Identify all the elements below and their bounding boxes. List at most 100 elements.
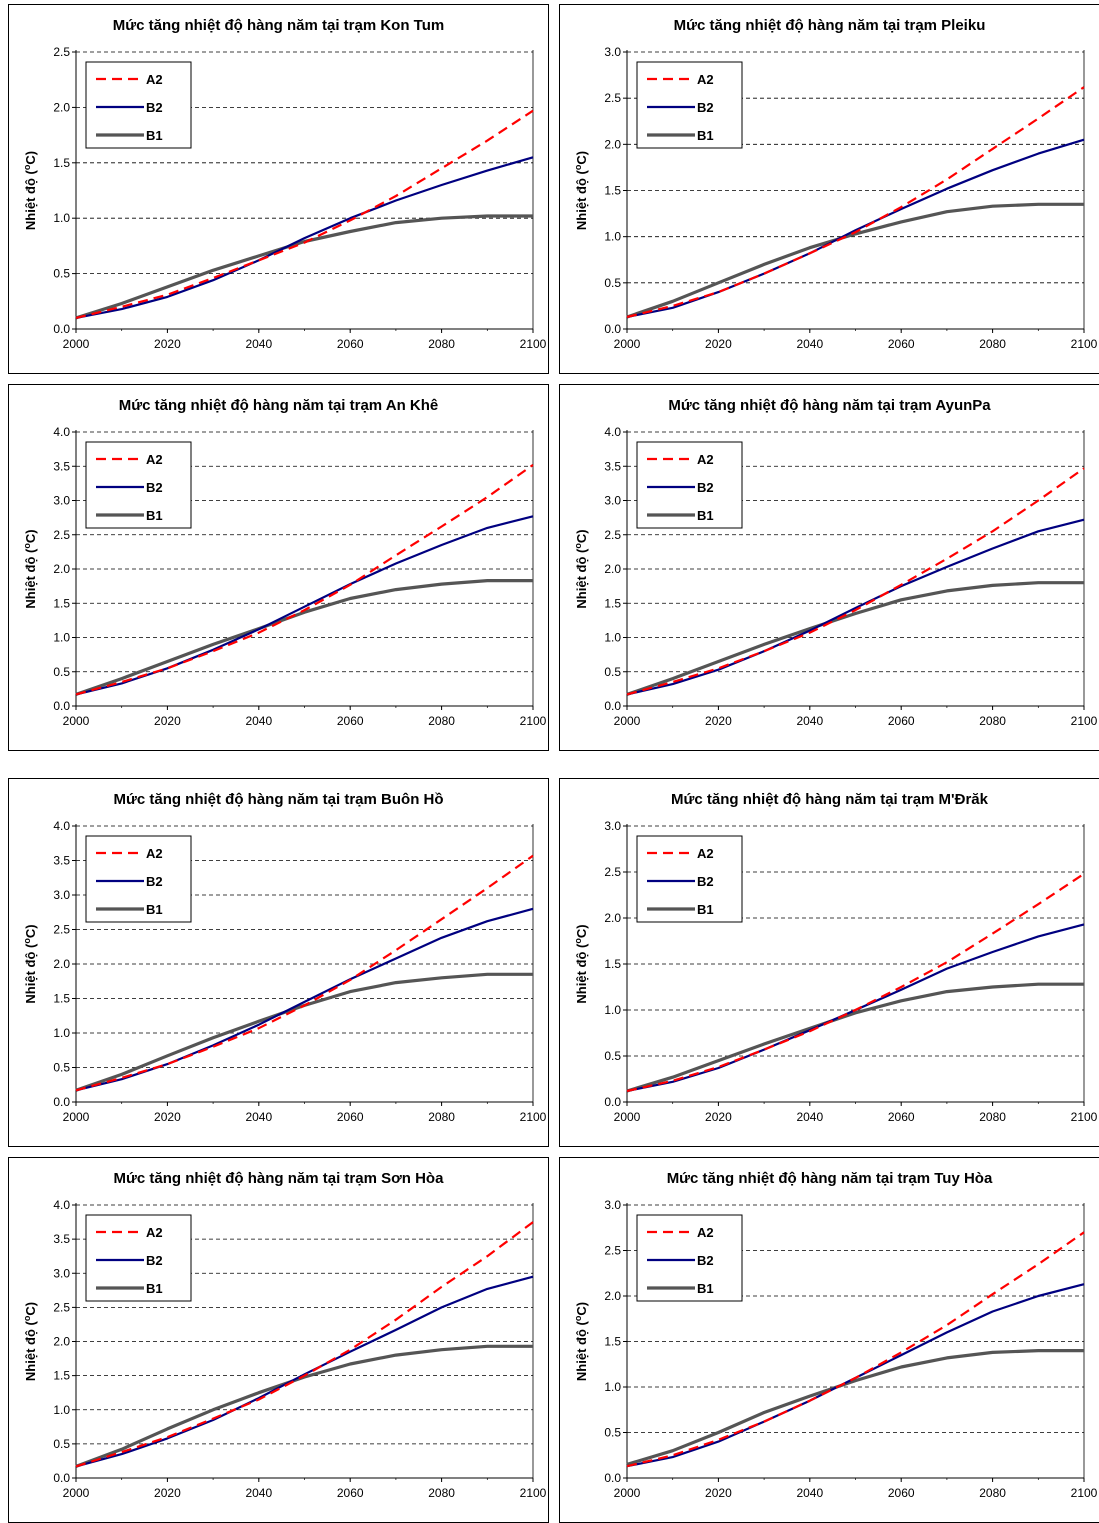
x-tick-label: 2020 <box>705 337 732 351</box>
series-line-a2 <box>626 1231 1085 1468</box>
y-axis-label: Nhiệt độ (oC) <box>573 924 589 1003</box>
legend-label: A2 <box>697 1225 714 1240</box>
y-tick-label: 3.0 <box>604 1198 621 1212</box>
y-axis-label: Nhiệt độ (oC) <box>573 529 589 608</box>
y-tick-label: 3.0 <box>604 819 621 833</box>
chart-svg: Mức tăng nhiệt độ hàng năm tại trạm Sơn … <box>22 1170 547 1500</box>
y-axis-label: Nhiệt độ (oC) <box>22 924 38 1003</box>
y-tick-label: 4.0 <box>53 425 70 439</box>
y-axis-label: Nhiệt độ (oC) <box>573 1302 589 1381</box>
y-tick-label: 1.5 <box>604 184 621 198</box>
series-line-b1 <box>626 1349 1084 1466</box>
x-tick-label: 2000 <box>63 1486 90 1500</box>
series-line-a2 <box>75 464 534 696</box>
x-tick-label: 2100 <box>520 714 547 728</box>
y-tick-label: 3.0 <box>604 45 621 59</box>
chart-title: Mức tăng nhiệt độ hàng năm tại trạm An K… <box>119 397 439 414</box>
series-line-b1 <box>626 982 1084 1093</box>
series-line-b1 <box>75 972 533 1092</box>
y-tick-label: 0.0 <box>604 322 621 336</box>
legend-label: B2 <box>697 874 714 889</box>
x-tick-label: 2000 <box>614 714 641 728</box>
x-tick-label: 2100 <box>1071 714 1098 728</box>
x-tick-label: 2020 <box>154 714 181 728</box>
chart-svg: Mức tăng nhiệt độ hàng năm tại trạm Buôn… <box>22 791 547 1124</box>
y-tick-label: 2.0 <box>53 100 70 114</box>
series-line-b1 <box>75 579 533 696</box>
legend-label: B1 <box>146 1281 163 1296</box>
y-tick-label: 2.0 <box>604 137 621 151</box>
series-line-a2 <box>75 1221 534 1468</box>
x-tick-label: 2060 <box>888 1486 915 1500</box>
y-tick-label: 0.5 <box>53 1437 70 1451</box>
chart-title: Mức tăng nhiệt độ hàng năm tại trạm Sơn … <box>114 1170 445 1187</box>
y-tick-label: 2.5 <box>604 1244 621 1258</box>
chart-panel: Mức tăng nhiệt độ hàng năm tại trạm Ayun… <box>559 384 1099 751</box>
x-tick-label: 2060 <box>337 714 364 728</box>
y-tick-label: 2.5 <box>604 528 621 542</box>
legend-label: B1 <box>697 902 714 917</box>
y-tick-label: 2.0 <box>604 911 621 925</box>
chart-title: Mức tăng nhiệt độ hàng năm tại trạm Ayun… <box>668 397 991 414</box>
y-tick-label: 0.0 <box>604 1095 621 1109</box>
y-axis-label: Nhiệt độ (oC) <box>22 1302 38 1381</box>
chart-panel: Mức tăng nhiệt độ hàng năm tại trạm M'Đr… <box>559 778 1099 1147</box>
series-line-a2 <box>626 872 1085 1093</box>
x-tick-label: 2000 <box>614 1110 641 1124</box>
x-tick-label: 2080 <box>428 1110 455 1124</box>
series-line-b2 <box>626 138 1085 319</box>
y-tick-label: 1.0 <box>604 631 621 645</box>
x-tick-label: 2100 <box>1071 1486 1098 1500</box>
x-tick-label: 2080 <box>428 1486 455 1500</box>
y-tick-label: 4.0 <box>604 425 621 439</box>
y-tick-label: 1.5 <box>53 596 70 610</box>
x-tick-label: 2060 <box>888 1110 915 1124</box>
y-tick-label: 0.0 <box>53 699 70 713</box>
y-tick-label: 1.5 <box>604 957 621 971</box>
x-tick-label: 2080 <box>979 1486 1006 1500</box>
series-line-b2 <box>75 1275 534 1468</box>
series-line-b2 <box>626 1283 1085 1468</box>
legend-label: B1 <box>146 128 163 143</box>
x-tick-label: 2100 <box>520 1486 547 1500</box>
y-axis-label: Nhiệt độ (oC) <box>22 529 38 608</box>
series-line-a2 <box>626 86 1085 319</box>
x-tick-label: 2060 <box>337 337 364 351</box>
x-tick-label: 2000 <box>63 1110 90 1124</box>
x-tick-label: 2040 <box>245 1110 272 1124</box>
chart-panel: Mức tăng nhiệt độ hàng năm tại trạm Tuy … <box>559 1157 1099 1523</box>
chart-panel: Mức tăng nhiệt độ hàng năm tại trạm An K… <box>8 384 549 751</box>
chart-panel: Mức tăng nhiệt độ hàng năm tại trạm Buôn… <box>8 778 549 1147</box>
chart-title: Mức tăng nhiệt độ hàng năm tại trạm Buôn… <box>113 791 443 808</box>
x-tick-label: 2080 <box>428 714 455 728</box>
series-line-b1 <box>626 581 1084 696</box>
x-tick-label: 2080 <box>979 337 1006 351</box>
chart-panel: Mức tăng nhiệt độ hàng năm tại trạm Plei… <box>559 4 1099 374</box>
y-tick-label: 0.0 <box>53 1095 70 1109</box>
x-tick-label: 2040 <box>245 1486 272 1500</box>
y-tick-label: 0.0 <box>604 1471 621 1485</box>
y-tick-label: 3.5 <box>53 459 70 473</box>
series-line-a2 <box>626 467 1085 696</box>
x-tick-label: 2020 <box>705 1110 732 1124</box>
y-tick-label: 1.5 <box>53 156 70 170</box>
y-tick-label: 0.5 <box>604 1049 621 1063</box>
chart-title: Mức tăng nhiệt độ hàng năm tại trạm Tuy … <box>667 1170 993 1187</box>
y-tick-label: 4.0 <box>53 1198 70 1212</box>
x-tick-label: 2040 <box>796 1110 823 1124</box>
legend-label: B1 <box>146 508 163 523</box>
legend-label: B2 <box>146 100 163 115</box>
y-tick-label: 0.0 <box>53 322 70 336</box>
legend-label: A2 <box>146 846 163 861</box>
x-tick-label: 2100 <box>520 337 547 351</box>
y-tick-label: 2.0 <box>604 1289 621 1303</box>
y-tick-label: 1.0 <box>53 631 70 645</box>
legend-label: B2 <box>146 874 163 889</box>
legend-label: B2 <box>146 480 163 495</box>
y-tick-label: 3.0 <box>604 494 621 508</box>
chart-svg: Mức tăng nhiệt độ hàng năm tại trạm Plei… <box>573 17 1098 351</box>
x-tick-label: 2080 <box>428 337 455 351</box>
x-tick-label: 2100 <box>1071 1110 1098 1124</box>
y-tick-label: 2.5 <box>53 45 70 59</box>
y-tick-label: 1.5 <box>604 1335 621 1349</box>
